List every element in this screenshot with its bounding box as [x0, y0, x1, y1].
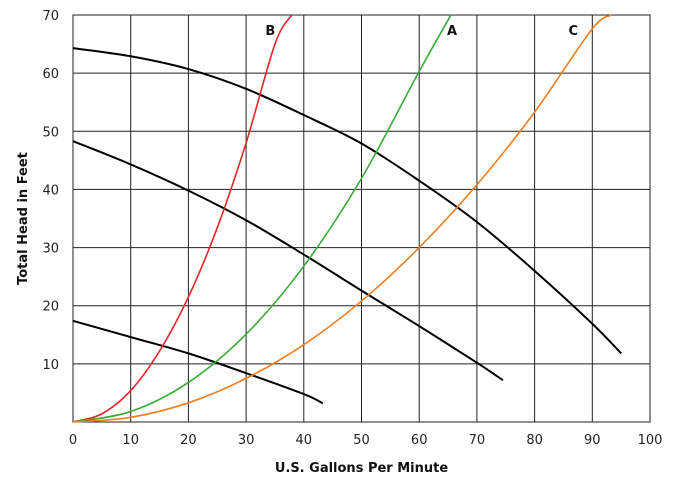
system-curve-a	[73, 14, 452, 423]
x-tick-label: 0	[69, 433, 77, 448]
system-curve-b	[73, 14, 293, 423]
pump-curve-2	[73, 140, 504, 381]
x-tick-label: 60	[411, 433, 428, 448]
y-axis-ticks: 10 20 30 40 50 60 70	[42, 9, 59, 373]
x-axis-title: U.S. Gallons Per Minute	[275, 461, 449, 476]
x-axis-ticks: 0 10 20 30 40 50 60 70 80 90 100	[69, 433, 663, 448]
y-tick-label: 30	[42, 242, 59, 257]
curves	[73, 14, 622, 423]
x-tick-label: 90	[584, 433, 601, 448]
curve-label-b: B	[265, 24, 275, 39]
x-tick-label: 100	[638, 433, 663, 448]
curve-label-a: A	[447, 24, 457, 39]
x-tick-label: 40	[296, 433, 313, 448]
y-axis-title: Total Head in Feet	[16, 152, 31, 285]
system-curve-c	[73, 14, 612, 423]
x-tick-label: 80	[526, 433, 543, 448]
x-tick-label: 70	[469, 433, 486, 448]
x-tick-label: 30	[238, 433, 255, 448]
x-tick-label: 20	[180, 433, 197, 448]
pump-curve-3	[73, 319, 324, 405]
y-tick-label: 20	[42, 300, 59, 315]
y-tick-label: 10	[42, 358, 59, 373]
y-tick-label: 70	[42, 9, 59, 24]
curve-label-c: C	[568, 24, 578, 39]
grid-lines	[72, 14, 651, 423]
pump-curve-1	[73, 47, 622, 355]
y-tick-label: 60	[42, 67, 59, 82]
x-tick-label: 50	[353, 433, 370, 448]
y-tick-label: 50	[42, 125, 59, 140]
x-tick-label: 10	[122, 433, 139, 448]
plot-frame	[72, 14, 651, 423]
y-tick-label: 40	[42, 183, 59, 198]
